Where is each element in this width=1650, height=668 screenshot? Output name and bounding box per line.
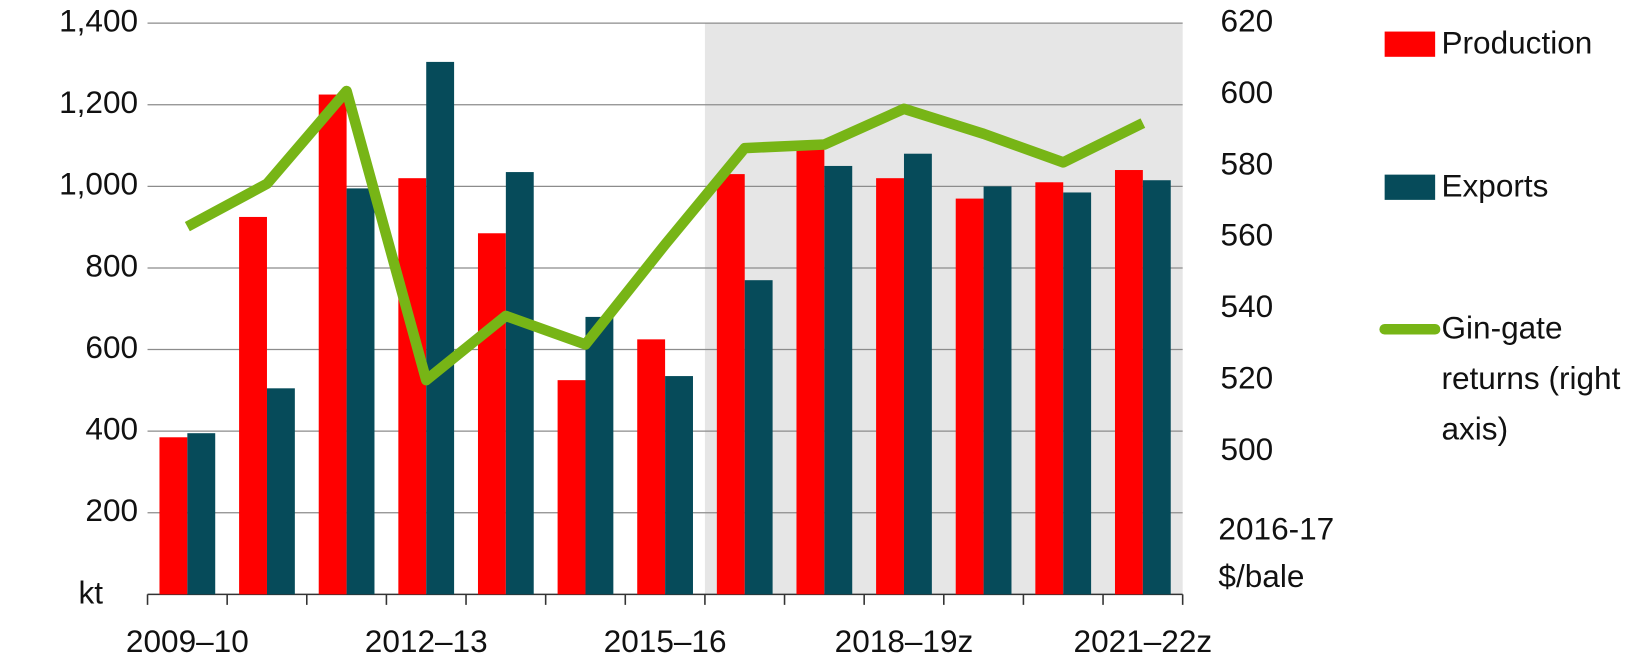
y2-tick-label: 560	[1221, 217, 1274, 253]
legend-label: Gin-gate returns (right axis)	[1441, 311, 1621, 448]
bar	[744, 280, 773, 595]
y2-tick-label: 520	[1221, 359, 1274, 395]
y2-tick-label: 540	[1221, 288, 1274, 324]
bar	[426, 61, 455, 595]
x-tick-label: 2018–19z	[835, 623, 974, 659]
y2-tick-label: 580	[1221, 145, 1274, 181]
bar	[1063, 192, 1092, 595]
y2-axis-label: 2016-17	[1218, 511, 1334, 547]
legend-swatch	[1384, 174, 1436, 200]
bar	[637, 339, 666, 595]
y-tick-label: 200	[85, 492, 138, 528]
bar	[983, 186, 1012, 595]
bar	[665, 376, 693, 595]
bar	[266, 388, 295, 595]
bar	[796, 147, 825, 595]
legend-swatch	[1384, 31, 1436, 57]
bar	[876, 178, 904, 595]
bar	[955, 198, 984, 595]
bar	[318, 94, 347, 595]
legend-label: Exports	[1441, 169, 1549, 205]
bar	[187, 433, 216, 595]
bar	[239, 216, 267, 595]
bar	[1114, 170, 1143, 595]
bar	[1035, 182, 1064, 595]
bar	[1142, 180, 1171, 595]
y2-tick-label: 620	[1221, 2, 1274, 38]
y-tick-label: 400	[85, 410, 138, 446]
bar	[477, 233, 506, 595]
y-tick-label: 1,400	[59, 2, 138, 38]
shading-layer	[704, 23, 1183, 595]
label-layer: kt 2016-17 $/bale 200 400 600 800 1,000 1,200…	[59, 2, 1334, 659]
x-tick-label: 2015–16	[604, 623, 727, 659]
y-tick-label: 1,000	[59, 166, 138, 202]
x-tick-label: 2009–10	[126, 623, 249, 659]
legend-label: Production	[1441, 26, 1593, 62]
bar	[557, 380, 586, 595]
bar	[903, 153, 932, 595]
bar-layer	[159, 61, 1171, 595]
y2-axis-label: $/bale	[1218, 558, 1304, 594]
bar	[398, 178, 427, 595]
y-tick-label: 800	[85, 247, 138, 283]
bar	[159, 437, 188, 595]
bar	[824, 165, 853, 595]
legend: Production Exports Gin-gate returns (right…	[1379, 26, 1621, 448]
x-tick-label: 2012–13	[365, 623, 488, 659]
y2-tick-label: 500	[1221, 431, 1274, 467]
legend-item: Exports	[1441, 169, 1549, 205]
legend-item: Gin-gate returns (right axis)	[1441, 311, 1621, 448]
line-layer	[184, 85, 1146, 386]
bar	[585, 316, 614, 595]
x-tick-label: 2021–22z	[1074, 623, 1213, 659]
y-tick-label: 1,200	[59, 84, 138, 120]
bar	[346, 188, 375, 595]
bar	[505, 172, 534, 595]
line	[184, 85, 1146, 386]
y2-tick-label: 600	[1221, 74, 1274, 110]
legend-item: Production	[1441, 26, 1593, 62]
y-axis-label: kt	[78, 575, 103, 611]
y-tick-label: 600	[85, 329, 138, 365]
bar	[716, 174, 745, 595]
forecast-shading	[704, 23, 1183, 595]
